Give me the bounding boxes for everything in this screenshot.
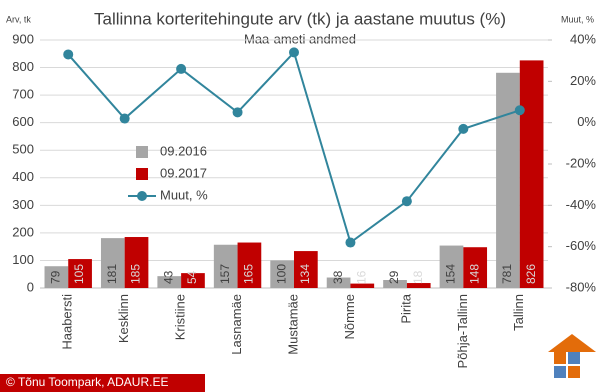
- marker: [232, 107, 243, 118]
- data-label: 154: [444, 264, 458, 284]
- bar: [157, 276, 182, 288]
- marker: [119, 113, 130, 124]
- bar: [270, 260, 294, 288]
- x-tick-label: Kesklinn: [116, 294, 131, 343]
- marker: [176, 63, 187, 74]
- x-tick-label: Haabersti: [60, 294, 75, 350]
- y2-tick-label: -20%: [566, 155, 597, 170]
- data-label: 185: [129, 264, 143, 284]
- bar: [383, 280, 407, 288]
- data-label: 43: [161, 270, 175, 284]
- data-label: 134: [298, 264, 312, 284]
- y2-tick-label: 20%: [570, 73, 596, 88]
- y-tick-label: 800: [12, 59, 34, 74]
- bar: [326, 277, 351, 288]
- bar: [519, 60, 544, 288]
- marker: [401, 196, 412, 207]
- data-label: 781: [500, 264, 514, 284]
- bar: [100, 238, 125, 288]
- x-tick-label: Nõmme: [342, 294, 357, 340]
- y-tick-label: 400: [12, 169, 34, 184]
- data-label: 181: [105, 264, 119, 284]
- bar: [68, 259, 92, 288]
- data-label: 157: [218, 264, 232, 284]
- marker: [458, 123, 469, 134]
- y-tick-label: 500: [12, 142, 34, 157]
- y2-tick-label: 40%: [570, 31, 596, 46]
- data-label: 105: [72, 264, 86, 284]
- x-tick-label: Mustamäe: [285, 294, 300, 355]
- y-tick-label: 100: [12, 252, 34, 267]
- y2-axis-title: Muut, %: [561, 14, 594, 24]
- bar: [496, 72, 520, 289]
- y-tick-label: 0: [27, 279, 34, 294]
- bar: [181, 273, 205, 288]
- chart-title: Tallinna korteritehingute arv (tk) ja aa…: [94, 9, 506, 28]
- legend-label: Muut, %: [160, 187, 208, 202]
- y-tick-label: 200: [12, 224, 34, 239]
- marker: [63, 49, 74, 60]
- data-label: 29: [387, 270, 401, 284]
- y-axis-title: Arv, tk: [6, 14, 31, 24]
- y2-tick-label: -40%: [566, 197, 597, 212]
- y-tick-label: 900: [12, 31, 34, 46]
- data-label: 79: [49, 270, 63, 284]
- x-tick-label: Põhja-Tallinn: [455, 294, 470, 368]
- legend-swatch: [136, 168, 148, 180]
- x-tick-label: Kristiine: [173, 294, 188, 340]
- x-tick-label: Tallinn: [511, 294, 526, 331]
- legend-label: 09.2016: [160, 143, 207, 158]
- marker: [345, 237, 356, 248]
- y2-tick-label: -80%: [566, 279, 597, 294]
- bar: [213, 244, 238, 288]
- footer: © Tõnu Toompark, ADAUR.EE: [6, 375, 168, 389]
- y-tick-label: 300: [12, 197, 34, 212]
- legend-label: 09.2017: [160, 165, 207, 180]
- legend-swatch: [136, 146, 148, 158]
- line: [67, 50, 521, 245]
- y-tick-label: 600: [12, 114, 34, 129]
- data-label: 165: [242, 264, 256, 284]
- data-label: 826: [524, 264, 538, 284]
- y-tick-label: 700: [12, 87, 34, 102]
- data-label: 148: [467, 264, 481, 284]
- bar: [350, 283, 375, 288]
- marker: [514, 105, 525, 116]
- bar: [44, 266, 69, 288]
- y2-tick-label: 0%: [577, 114, 596, 129]
- bar: [463, 247, 488, 288]
- legend-swatch: [137, 191, 147, 201]
- marker: [289, 47, 299, 58]
- bar: [406, 283, 431, 288]
- x-tick-label: Pirita: [398, 293, 413, 323]
- data-label: 100: [274, 264, 288, 284]
- bar: [124, 237, 149, 288]
- bar: [294, 251, 318, 288]
- y2-tick-label: -60%: [566, 238, 597, 253]
- chart-subtitle: Maa-ameti andmed: [244, 31, 356, 46]
- bar: [439, 245, 464, 288]
- footer-box: [0, 374, 205, 392]
- data-label: 18: [411, 270, 425, 284]
- data-label: 38: [331, 270, 345, 284]
- logo: [548, 334, 596, 378]
- data-label: 16: [354, 270, 368, 284]
- data-label: 54: [185, 270, 199, 284]
- x-tick-label: Lasnamäe: [229, 294, 244, 355]
- bar: [237, 242, 262, 288]
